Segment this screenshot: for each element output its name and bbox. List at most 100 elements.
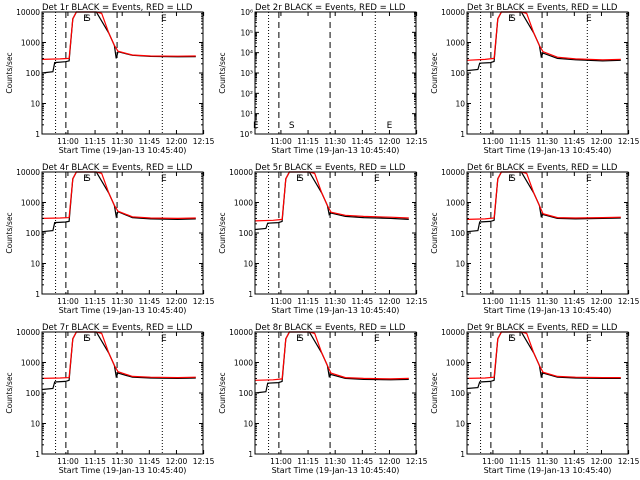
y-tick-label: 100: [26, 229, 41, 238]
x-tick-label: 12:15: [406, 137, 428, 146]
y-tick-label: 1000: [446, 39, 465, 48]
y-axis-label: Counts/sec: [5, 52, 14, 93]
x-tick-label: 11:00: [57, 457, 79, 466]
x-tick-label: 12:00: [591, 457, 613, 466]
x-axis-label: Start Time (19-Jan-13 10:45:40): [272, 306, 400, 315]
marker-label: S: [85, 334, 91, 344]
x-tick-label: 11:15: [297, 137, 319, 146]
x-tick-label: 11:45: [139, 137, 161, 146]
y-tick-label: 10: [455, 100, 465, 109]
y-tick-label: 100: [26, 69, 41, 78]
x-tick-label: 11:15: [297, 457, 319, 466]
y-tick-label: 1000: [446, 359, 465, 368]
y-tick-label: 10: [30, 100, 40, 109]
x-axis-label: Start Time (19-Jan-13 10:45:40): [59, 306, 187, 315]
x-tick-label: 11:45: [139, 457, 161, 466]
marker-label: E: [586, 14, 592, 24]
y-tick-label: 10: [30, 260, 40, 269]
marker-label: S: [298, 174, 304, 184]
marker-label: E: [508, 334, 514, 344]
y-tick-label: 1: [460, 130, 465, 139]
x-tick-label: 11:45: [352, 297, 374, 306]
marker-label: S: [289, 121, 295, 131]
x-tick-label: 12:00: [166, 297, 188, 306]
chart-title: Det 2r BLACK = Events, RED = LLD: [255, 3, 406, 13]
y-axis-label: Counts/sec: [430, 212, 439, 253]
x-tick-label: 11:30: [536, 297, 558, 306]
x-tick-label: 11:00: [270, 297, 292, 306]
x-tick-label: 11:15: [84, 457, 106, 466]
y-tick-label: 1: [35, 130, 40, 139]
y-tick-label: 10000: [16, 328, 40, 337]
marker-label: E: [296, 174, 302, 184]
x-tick-label: 12:15: [618, 137, 640, 146]
x-tick-label: 11:30: [111, 297, 133, 306]
x-tick-label: 11:45: [564, 137, 586, 146]
x-tick-label: 12:15: [193, 137, 215, 146]
marker-label: E: [508, 174, 514, 184]
x-tick-label: 11:00: [57, 137, 79, 146]
x-axis-label: Start Time (19-Jan-13 10:45:40): [484, 466, 612, 475]
y-tick-label: 100: [239, 389, 254, 398]
marker-label: S: [510, 334, 516, 344]
y-axis-label: Counts/sec: [218, 52, 227, 93]
marker-label: E: [508, 14, 514, 24]
x-tick-label: 11:15: [509, 457, 531, 466]
series-events: [466, 331, 621, 390]
x-tick-label: 12:00: [379, 297, 401, 306]
x-tick-label: 11:30: [324, 297, 346, 306]
x-tick-label: 12:00: [591, 297, 613, 306]
y-tick-label: 10000: [16, 8, 40, 17]
x-tick-label: 12:15: [618, 297, 640, 306]
y-axis-label: Counts/sec: [430, 372, 439, 413]
series-events: [466, 171, 621, 233]
y-tick-label: 1: [460, 450, 465, 459]
x-tick-label: 11:00: [57, 297, 79, 306]
x-tick-label: 12:00: [166, 137, 188, 146]
x-tick-label: 11:00: [482, 297, 504, 306]
chart-title: Det 3r BLACK = Events, RED = LLD: [467, 3, 618, 13]
marker-label: E: [374, 174, 380, 184]
x-axis-label: Start Time (19-Jan-13 10:45:40): [59, 466, 187, 475]
y-tick-label: 100: [451, 229, 466, 238]
y-tick-label: 10°: [240, 130, 254, 139]
y-tick-label: 1000: [21, 39, 40, 48]
chart-title: Det 8r BLACK = Events, RED = LLD: [255, 323, 406, 333]
x-tick-label: 11:45: [564, 297, 586, 306]
chart-title: Det 6r BLACK = Events, RED = LLD: [467, 163, 618, 173]
y-tick-label: 1000: [234, 359, 253, 368]
y-tick-label: 10⁶: [240, 8, 253, 17]
y-tick-label: 10: [455, 260, 465, 269]
x-tick-label: 12:00: [166, 457, 188, 466]
y-axis-label: Counts/sec: [5, 212, 14, 253]
y-tick-label: 100: [451, 389, 466, 398]
x-tick-label: 11:15: [84, 297, 106, 306]
x-tick-label: 11:30: [536, 137, 558, 146]
x-tick-label: 11:00: [482, 457, 504, 466]
chart-title: Det 4r BLACK = Events, RED = LLD: [42, 163, 193, 173]
y-axis-label: Counts/sec: [218, 372, 227, 413]
y-tick-label: 1: [460, 290, 465, 299]
x-tick-label: 11:30: [536, 457, 558, 466]
y-tick-label: 10: [455, 420, 465, 429]
y-tick-label: 10¹: [240, 110, 253, 119]
x-axis-label: Start Time (19-Jan-13 10:45:40): [272, 146, 400, 155]
x-tick-label: 11:15: [297, 297, 319, 306]
y-tick-label: 1000: [446, 199, 465, 208]
x-tick-label: 11:45: [352, 137, 374, 146]
y-tick-label: 10³: [240, 69, 253, 78]
y-tick-label: 1000: [21, 199, 40, 208]
y-tick-label: 1: [248, 290, 253, 299]
series-events: [254, 171, 409, 231]
marker-label: E: [586, 174, 592, 184]
y-tick-label: 10000: [16, 168, 40, 177]
y-tick-label: 1: [248, 450, 253, 459]
y-axis-label: Counts/sec: [5, 372, 14, 413]
x-tick-label: 11:15: [509, 137, 531, 146]
x-axis-label: Start Time (19-Jan-13 10:45:40): [484, 306, 612, 315]
